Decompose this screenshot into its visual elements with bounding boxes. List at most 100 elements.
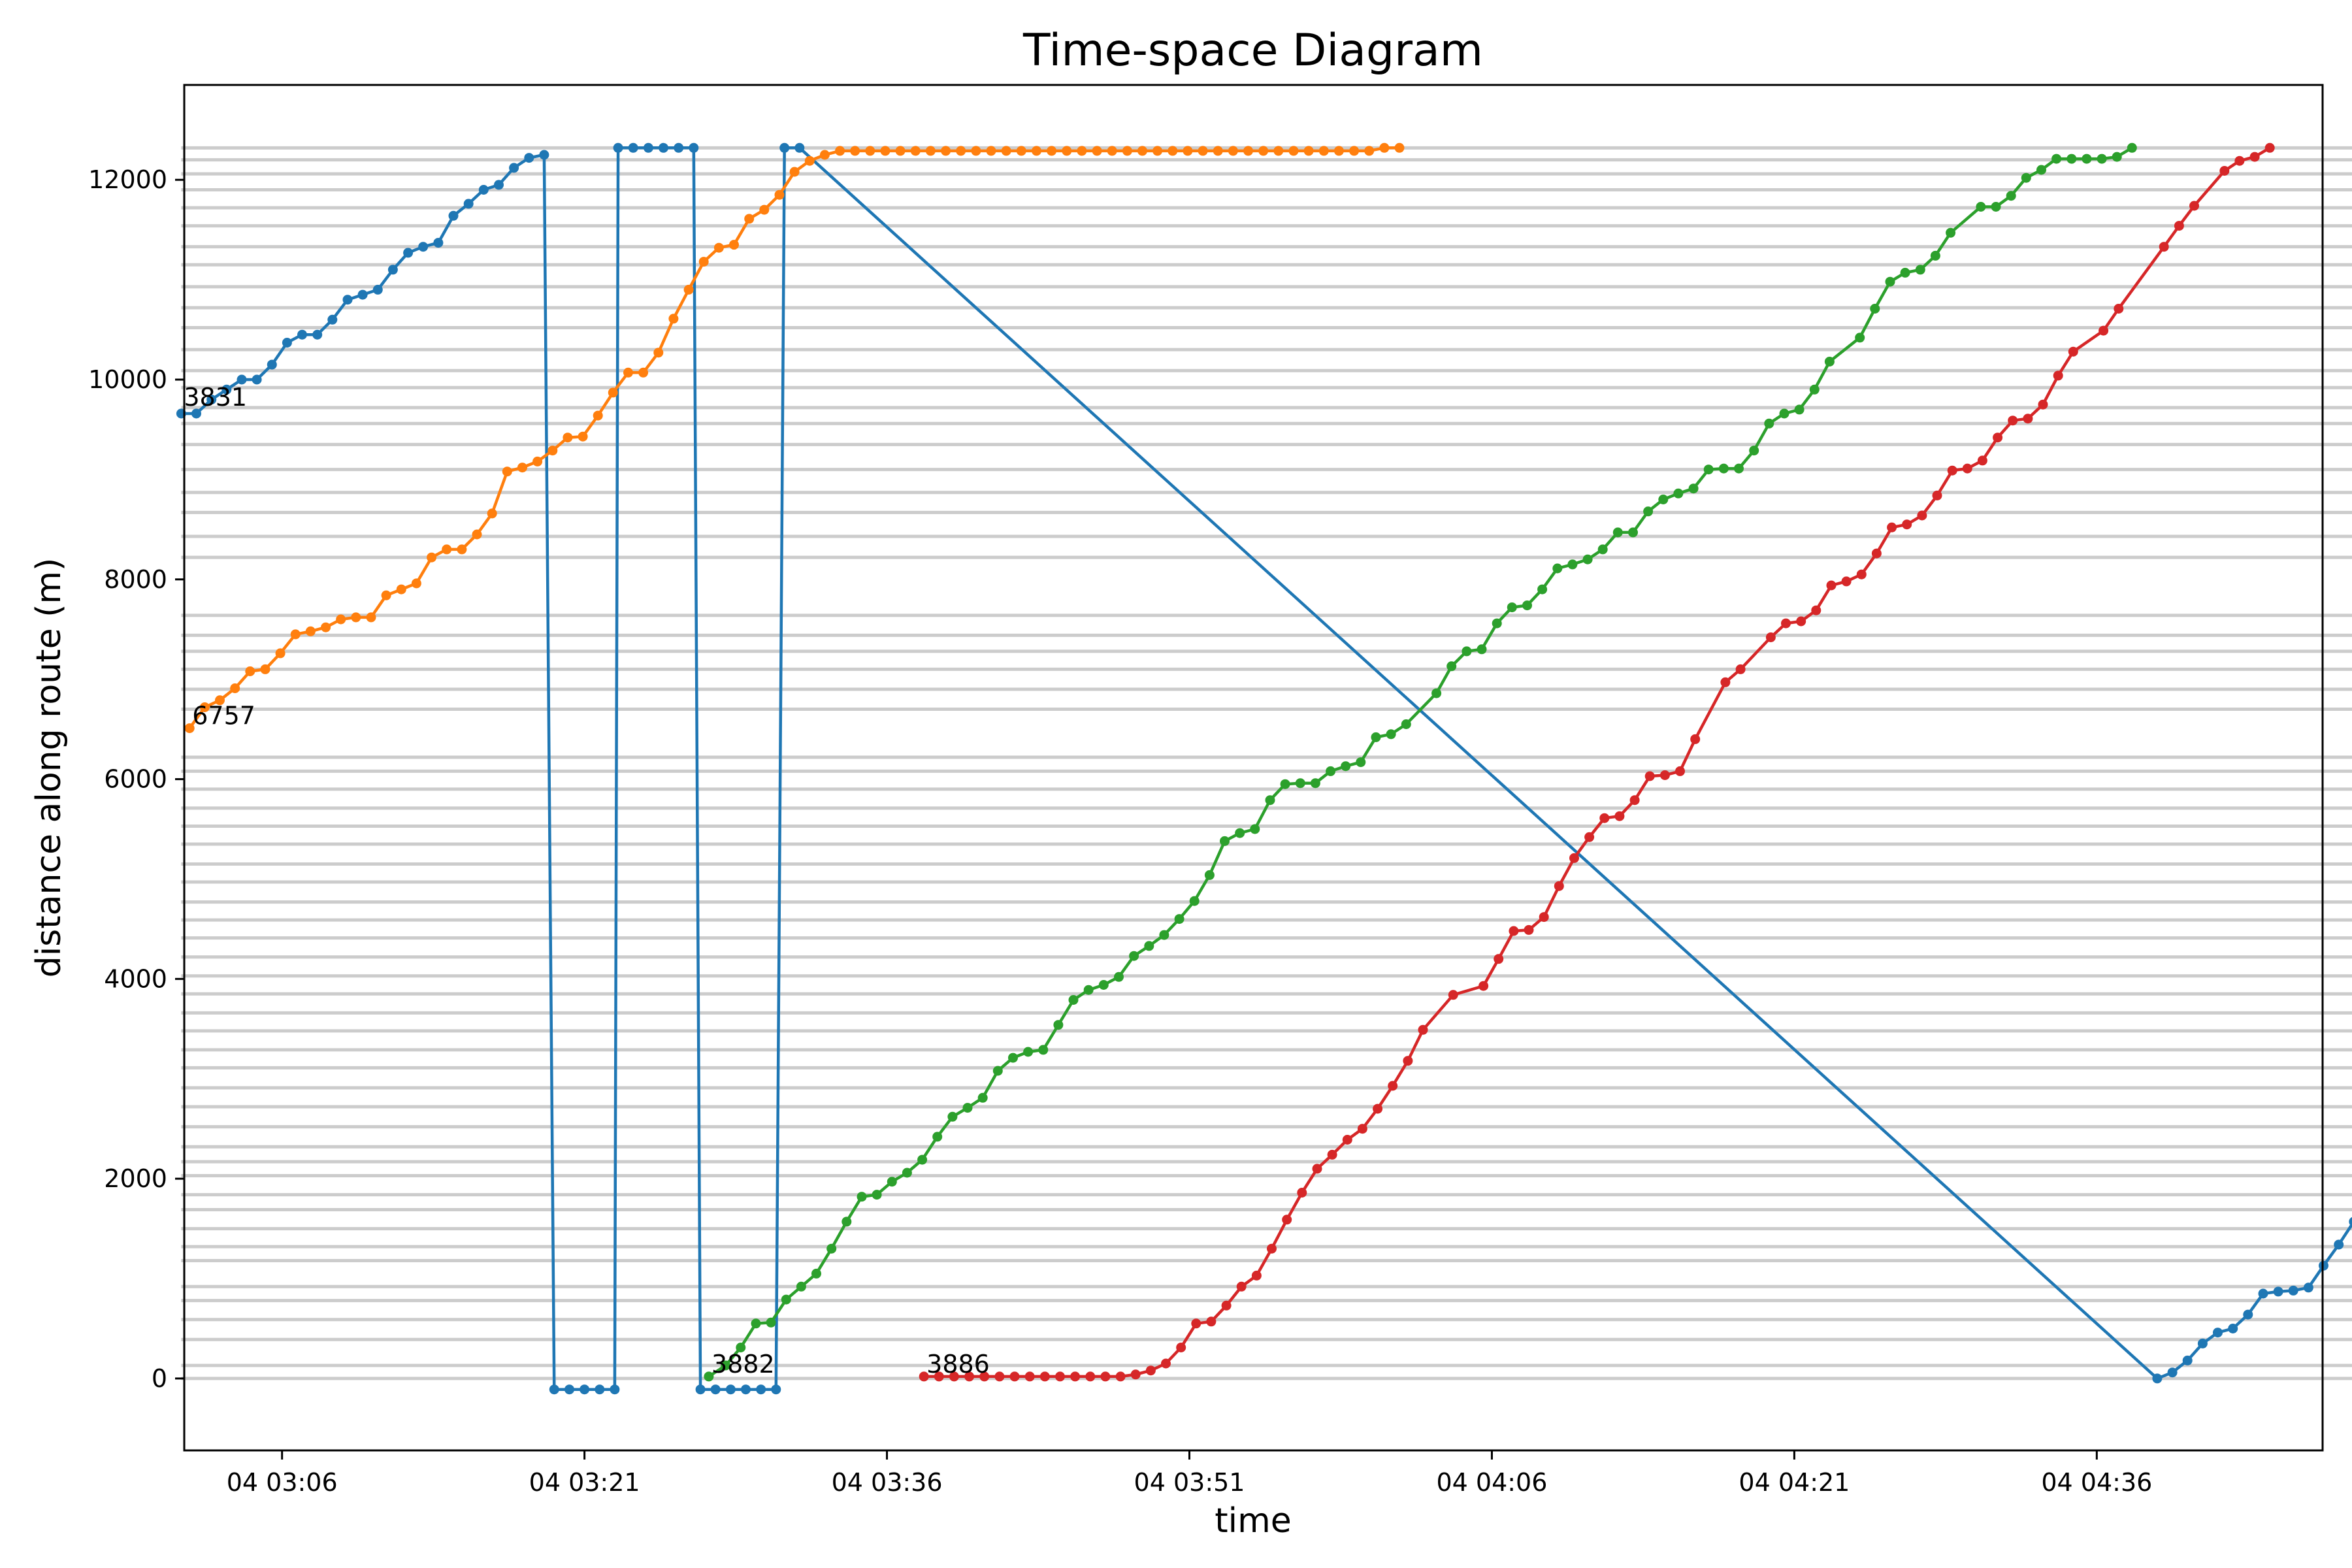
data-point	[2038, 399, 2048, 410]
data-point	[2182, 1355, 2193, 1365]
data-point	[2273, 1286, 2283, 1297]
data-point	[1507, 602, 1517, 613]
data-point	[2051, 154, 2062, 164]
data-point	[725, 1384, 736, 1395]
data-point	[789, 167, 800, 177]
series-labels: 3831 6757 3882 3886	[184, 383, 989, 1379]
data-point	[206, 395, 217, 405]
data-point	[1373, 1103, 1383, 1114]
data-point	[524, 153, 534, 163]
data-point	[463, 199, 474, 209]
data-point	[1204, 870, 1215, 880]
data-point	[1569, 853, 1579, 863]
data-point	[336, 614, 346, 625]
y-tick-label: 2000	[104, 1164, 167, 1193]
data-point	[949, 1371, 959, 1382]
x-tick-label: 04 04:21	[1739, 1468, 1850, 1497]
data-point	[1357, 1124, 1367, 1134]
series-label-3882: 3882	[711, 1350, 775, 1379]
data-point	[1781, 618, 1791, 629]
data-point	[850, 146, 860, 156]
data-point	[564, 1384, 574, 1395]
data-point	[1386, 729, 1396, 740]
data-point	[1115, 1371, 1126, 1382]
series-line-3886	[924, 146, 2271, 1379]
data-point	[1734, 463, 1744, 474]
data-point	[796, 1281, 806, 1292]
data-point	[1144, 941, 1154, 951]
data-point	[1318, 146, 1329, 156]
data-point	[638, 367, 649, 378]
data-point	[1100, 1371, 1111, 1382]
data-point	[704, 1371, 714, 1382]
series-6757	[184, 142, 1405, 734]
data-point	[260, 664, 270, 674]
data-point	[2264, 142, 2275, 153]
data-point	[2008, 416, 2018, 426]
data-point	[962, 1103, 973, 1113]
data-point	[1070, 1371, 1081, 1382]
chart-title: Time-space Diagram	[1022, 25, 1483, 76]
data-point	[472, 529, 482, 540]
data-point	[1236, 1281, 1247, 1292]
data-point	[1258, 146, 1269, 156]
data-point	[1870, 304, 1880, 314]
x-tick-label: 04 03:36	[832, 1468, 943, 1497]
data-point	[1364, 146, 1375, 156]
x-tick-label: 04 03:51	[1134, 1468, 1245, 1497]
data-point	[1333, 146, 1344, 156]
data-point	[427, 552, 437, 563]
data-point	[2228, 1324, 2238, 1333]
data-point	[1946, 227, 1956, 238]
data-point	[1107, 146, 1117, 156]
y-tick-label: 6000	[104, 765, 167, 794]
data-point	[2189, 201, 2199, 211]
data-point	[2066, 154, 2077, 164]
y-tick-label: 4000	[104, 964, 167, 993]
data-point	[547, 446, 558, 456]
data-point	[2219, 166, 2230, 176]
data-point	[1198, 146, 1208, 156]
data-point	[2334, 1239, 2344, 1250]
data-point	[1811, 605, 1821, 615]
data-point	[1976, 202, 1986, 212]
data-point	[1145, 1365, 1156, 1376]
data-point	[744, 214, 755, 224]
x-tick-label: 04 04:06	[1436, 1468, 1547, 1497]
data-point	[941, 146, 951, 156]
data-point	[932, 1132, 943, 1142]
data-point	[1567, 559, 1578, 570]
data-point	[2006, 191, 2016, 201]
data-point	[2068, 346, 2078, 357]
data-point	[994, 1371, 1005, 1382]
data-point	[1288, 146, 1299, 156]
data-point	[710, 1384, 721, 1395]
data-point	[2249, 152, 2260, 162]
data-point	[2112, 152, 2122, 162]
data-point	[1326, 766, 1336, 776]
x-tick-label: 04 03:21	[529, 1468, 640, 1497]
data-point	[1092, 146, 1102, 156]
data-point	[1176, 1343, 1186, 1352]
data-point	[1129, 951, 1139, 961]
data-point	[977, 1092, 988, 1103]
data-point	[1794, 404, 1805, 415]
data-point	[1779, 408, 1789, 419]
data-point	[509, 163, 519, 173]
data-point	[1522, 600, 1532, 611]
data-point	[457, 544, 467, 555]
data-point	[1213, 146, 1223, 156]
data-point	[1062, 146, 1072, 156]
data-point	[779, 142, 790, 153]
data-point	[1690, 734, 1701, 744]
data-point	[1206, 1316, 1217, 1327]
data-point	[1310, 778, 1320, 789]
data-point	[1720, 677, 1731, 687]
data-point	[689, 142, 699, 153]
data-point	[971, 146, 981, 156]
data-point	[1628, 527, 1638, 538]
data-point	[2114, 304, 2124, 314]
data-point	[1826, 580, 1837, 591]
data-point	[351, 612, 361, 623]
data-point	[910, 146, 921, 156]
